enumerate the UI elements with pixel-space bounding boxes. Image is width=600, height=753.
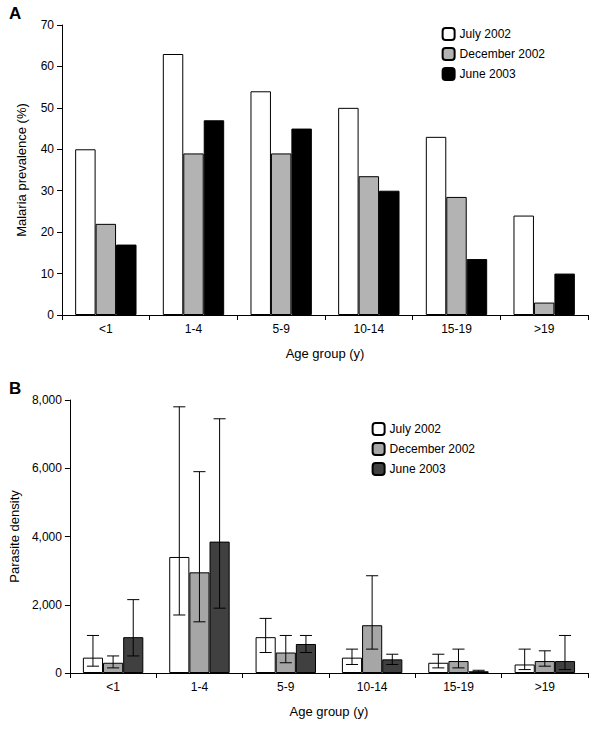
svg-text:Parasite density: Parasite density	[7, 490, 22, 583]
svg-text:15-19: 15-19	[441, 322, 472, 336]
svg-text:December 2002: December 2002	[390, 442, 476, 456]
svg-text:15-19: 15-19	[443, 680, 474, 694]
svg-text:50: 50	[41, 101, 55, 115]
svg-text:5-9: 5-9	[277, 680, 295, 694]
svg-text:2,000: 2,000	[32, 598, 62, 612]
svg-text:30: 30	[41, 184, 55, 198]
svg-text:<1: <1	[99, 322, 113, 336]
svg-text:B: B	[9, 379, 21, 398]
svg-text:June 2003: June 2003	[460, 67, 516, 81]
svg-text:Malaria prevalence (%): Malaria prevalence (%)	[14, 103, 29, 237]
svg-text:5-9: 5-9	[272, 322, 290, 336]
svg-text:10: 10	[41, 267, 55, 281]
svg-text:1-4: 1-4	[185, 322, 203, 336]
svg-text:>19: >19	[534, 322, 555, 336]
svg-text:December 2002: December 2002	[460, 47, 546, 61]
svg-text:8,000: 8,000	[32, 393, 62, 407]
svg-text:70: 70	[41, 18, 55, 32]
svg-text:1-4: 1-4	[191, 680, 209, 694]
svg-text:40: 40	[41, 142, 55, 156]
svg-text:10-14: 10-14	[353, 322, 384, 336]
svg-text:A: A	[9, 4, 21, 23]
svg-text:Age group (y): Age group (y)	[290, 704, 369, 719]
svg-text:0: 0	[55, 666, 62, 680]
svg-text:60: 60	[41, 59, 55, 73]
svg-text:20: 20	[41, 225, 55, 239]
svg-text:<1: <1	[106, 680, 120, 694]
svg-text:6,000: 6,000	[32, 461, 62, 475]
svg-text:Age group (y): Age group (y)	[286, 346, 365, 361]
svg-text:June 2003: June 2003	[390, 462, 446, 476]
svg-text:July 2002: July 2002	[390, 422, 442, 436]
svg-text:10-14: 10-14	[357, 680, 388, 694]
svg-text:4,000: 4,000	[32, 530, 62, 544]
svg-text:July 2002: July 2002	[460, 27, 512, 41]
svg-text:>19: >19	[535, 680, 556, 694]
svg-text:0: 0	[47, 308, 54, 322]
